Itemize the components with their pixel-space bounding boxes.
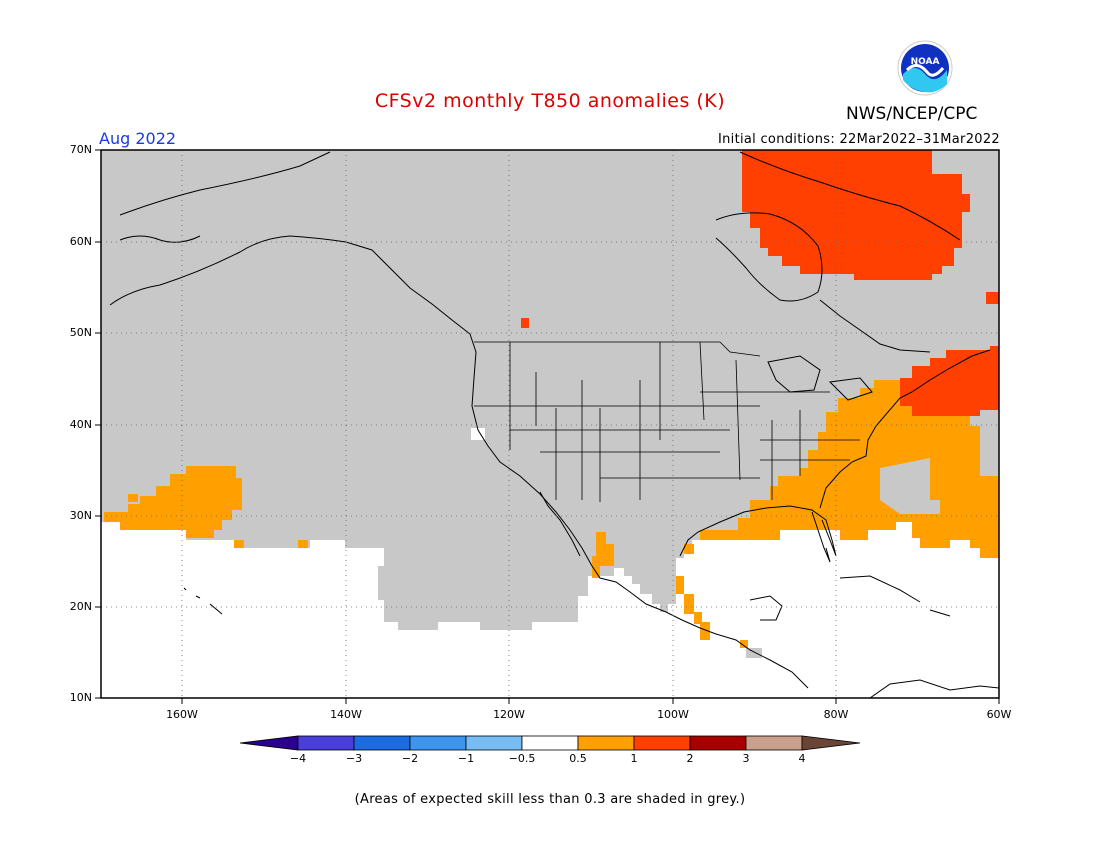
lat-label: 60N <box>69 235 92 248</box>
logo-text: NOAA <box>911 57 940 67</box>
colorbar <box>239 735 861 751</box>
colorbar-label: −1 <box>457 752 475 765</box>
colorbar-swatch <box>353 735 411 751</box>
lon-label: 140W <box>330 708 362 721</box>
lat-label: 40N <box>69 418 92 431</box>
lat-label: 50N <box>69 326 92 339</box>
lon-label: 80W <box>823 708 849 721</box>
skill-footnote: (Areas of expected skill less than 0.3 a… <box>354 792 746 807</box>
state-borders <box>474 341 860 502</box>
colorbar-label: −2 <box>401 752 419 765</box>
lon-label: 160W <box>166 708 198 721</box>
lon-label: 120W <box>493 708 525 721</box>
colorbar-swatch <box>297 735 355 751</box>
colorbar-label: −4 <box>289 752 307 765</box>
map-field <box>101 150 999 698</box>
near-normal-area <box>101 522 999 698</box>
strong-warm-anomaly-newengland <box>900 346 999 416</box>
lat-label: 30N <box>69 509 92 522</box>
colorbar-label: −3 <box>345 752 363 765</box>
initial-conditions: Initial conditions: 22Mar2022–31Mar2022 <box>717 132 1000 147</box>
tick-marks <box>95 149 1000 704</box>
coastlines <box>109 151 999 698</box>
lat-label: 20N <box>69 600 92 613</box>
colorbar-label: −0.5 <box>508 752 536 765</box>
colorbar-swatch <box>409 735 467 751</box>
colorbar-swatch <box>577 735 635 751</box>
lon-label: 60W <box>986 708 1012 721</box>
colorbar-arrow-left <box>239 735 299 751</box>
colorbar-arrow-right <box>801 735 861 751</box>
agency-label: NWS/NCEP/CPC <box>846 104 978 124</box>
colorbar-swatch <box>465 735 523 751</box>
colorbar-label: 1 <box>630 752 638 765</box>
colorbar-swatch <box>521 735 579 751</box>
strong-warm-anomaly-canada <box>742 150 970 280</box>
colorbar-label: 4 <box>798 752 806 765</box>
lon-label: 100W <box>657 708 689 721</box>
lat-label: 70N <box>69 143 92 156</box>
colorbar-swatch <box>633 735 691 751</box>
map-title: CFSv2 monthly T850 anomalies (K) <box>374 90 726 112</box>
map-frame <box>100 149 1000 699</box>
near-normal-spot <box>471 428 485 440</box>
lat-label: 10N <box>69 691 92 704</box>
noaa-logo: NOAA <box>897 40 953 96</box>
colorbar-label: 2 <box>686 752 694 765</box>
warm-anomaly-pacific <box>104 466 242 538</box>
forecast-month: Aug 2022 <box>99 129 177 148</box>
colorbar-label: 3 <box>742 752 750 765</box>
colorbar-label: 0.5 <box>569 752 587 765</box>
colorbar-swatch <box>745 735 803 751</box>
colorbar-swatch <box>689 735 747 751</box>
